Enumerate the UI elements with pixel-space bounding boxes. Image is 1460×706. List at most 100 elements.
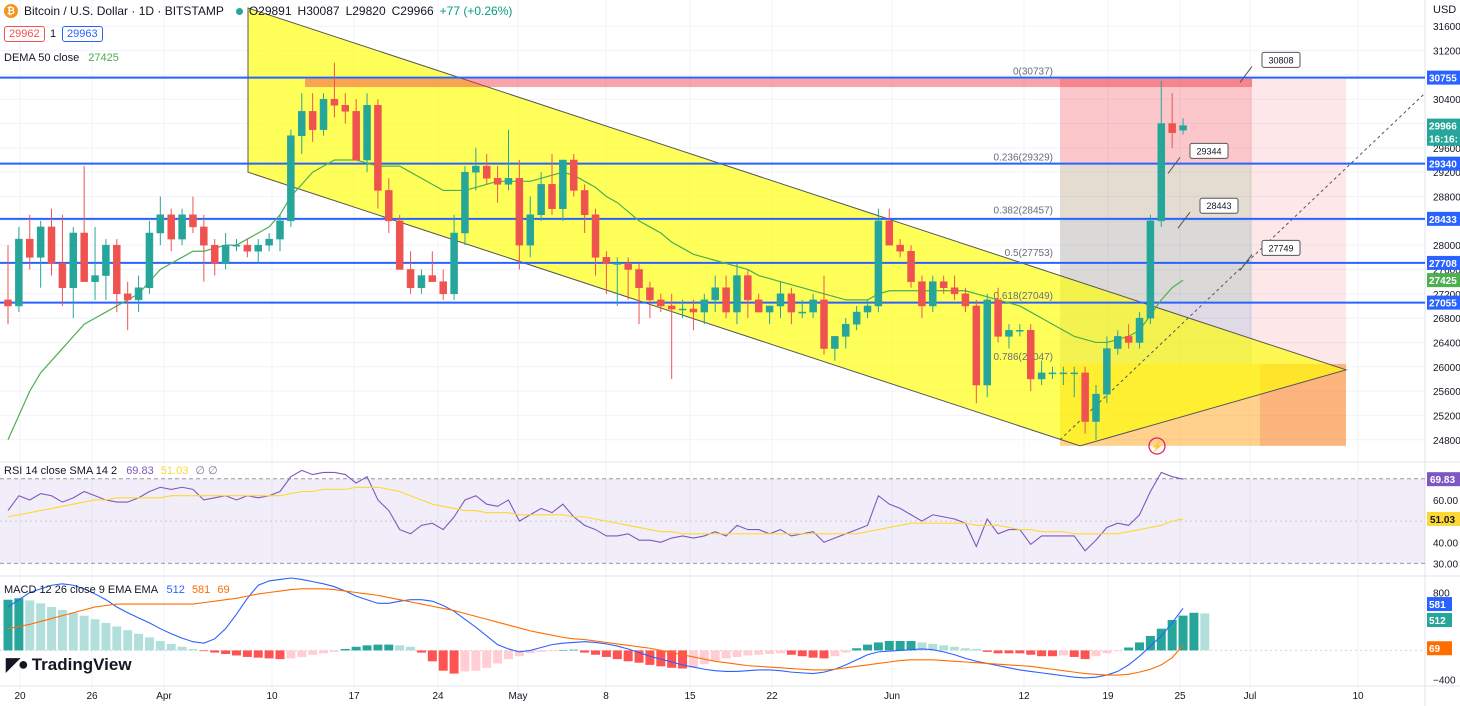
macd-histogram-bar <box>710 650 720 661</box>
candle-body <box>200 226 208 246</box>
macd-histogram-bar <box>25 600 35 651</box>
date-tick-label: May <box>509 691 528 702</box>
candle-body <box>842 323 850 337</box>
macd-legend[interactable]: MACD 12 26 close 9 EMA EMA 512 581 69 <box>4 584 230 596</box>
rsi-ma-legend-value: 51.03 <box>160 465 189 477</box>
candle <box>428 251 437 282</box>
candle <box>1179 118 1187 135</box>
candle <box>298 93 306 154</box>
candle-body <box>319 98 328 130</box>
candle-body <box>646 287 654 301</box>
price-axis-tag <box>1427 273 1460 288</box>
candle-body <box>406 269 415 288</box>
candle-body <box>820 299 828 349</box>
callout-label: 28443 <box>1206 201 1231 211</box>
candle <box>178 208 186 246</box>
macd-histogram-bar <box>199 650 209 652</box>
macd-histogram-bar <box>1069 650 1079 657</box>
candle <box>58 214 67 306</box>
price-axis-tag-label: 29966 <box>1429 122 1457 133</box>
macd-histogram-bar <box>732 650 742 657</box>
candle-body <box>395 220 404 270</box>
macd-histogram-bar <box>134 633 144 651</box>
candle <box>711 275 719 313</box>
macd-histogram-bar <box>819 650 829 659</box>
macd-histogram-bar <box>427 650 437 662</box>
date-tick-label: 12 <box>1018 691 1030 702</box>
macd-histogram-bar <box>14 598 24 651</box>
candle <box>504 129 513 191</box>
macd-histogram-bar <box>438 650 448 671</box>
candle-body <box>232 244 241 247</box>
dema-legend[interactable]: DEMA 50 close 27425 <box>4 52 119 64</box>
macd-histogram-bar <box>928 643 938 651</box>
macd-histogram-bar <box>688 650 698 668</box>
price-axis-tag-label: 16:16: <box>1429 135 1458 146</box>
candle-body <box>493 178 502 185</box>
rsi-axis-tag <box>1427 511 1460 526</box>
candle <box>722 275 730 319</box>
candle <box>787 287 796 325</box>
candle <box>1081 366 1089 434</box>
candle-body <box>428 275 437 282</box>
macd-tick-label: 800 <box>1433 588 1450 599</box>
rsi-label: RSI 14 close SMA 14 2 <box>4 465 118 477</box>
rsi-axis-tag-label: 51.03 <box>1430 515 1455 526</box>
price-tick-label: 29200 <box>1433 168 1460 179</box>
candle <box>102 239 110 300</box>
candle-body <box>482 165 491 179</box>
price-tick-label: 31600 <box>1433 22 1460 33</box>
candle <box>363 93 371 173</box>
callout-box <box>1199 197 1239 214</box>
candle-body <box>385 190 393 222</box>
price-tick-label: 25600 <box>1433 387 1460 398</box>
sell-button[interactable]: 29962 <box>4 26 45 42</box>
macd-axis-tag-label: 69 <box>1429 644 1441 655</box>
candle <box>395 214 404 270</box>
candle <box>91 226 99 300</box>
candle-body <box>1124 336 1133 343</box>
candle <box>776 281 785 319</box>
candle <box>744 269 752 319</box>
callout-pointer <box>1239 254 1253 271</box>
macd-histogram-bar <box>297 650 307 657</box>
price-axis-tag <box>1427 118 1460 133</box>
rsi-legend[interactable]: RSI 14 close SMA 14 2 69.83 51.03 ∅ ∅ <box>4 464 218 477</box>
market-status-icon <box>235 7 243 15</box>
price-axis-tag-label: 27425 <box>1429 276 1457 287</box>
candle <box>929 275 937 313</box>
macd-histogram-bar <box>340 648 350 651</box>
candle-body <box>972 305 981 386</box>
macd-histogram-bar <box>231 650 241 656</box>
candle-body <box>613 263 622 265</box>
price-tick-label: 26800 <box>1433 314 1460 325</box>
candle-body <box>156 214 165 234</box>
currency-label[interactable]: USD <box>1433 4 1457 16</box>
candle <box>461 166 469 246</box>
candle-body <box>1168 123 1176 133</box>
candle <box>874 208 883 313</box>
price-axis-tag <box>1427 211 1460 226</box>
macd-histogram-bar <box>982 650 992 652</box>
buy-button[interactable]: 29963 <box>62 26 103 42</box>
price-axis-tag <box>1427 70 1460 85</box>
macd-histogram-bar <box>482 650 492 668</box>
candle-body <box>461 171 469 234</box>
candle <box>765 305 774 325</box>
macd-histogram-bar <box>612 650 622 660</box>
candle-body <box>1081 372 1089 422</box>
candle-body <box>58 263 67 288</box>
candle-body <box>123 293 132 301</box>
candle <box>559 159 567 221</box>
symbol-title[interactable]: Bitcoin / U.S. Dollar · 1D · BITSTAMP <box>24 4 224 18</box>
candle <box>232 239 241 252</box>
candle <box>319 93 328 136</box>
signal-line <box>7 588 1184 676</box>
candle-body <box>624 263 632 270</box>
price-tick-label: 25200 <box>1433 411 1460 422</box>
candle <box>439 269 447 300</box>
candle <box>210 239 219 276</box>
candle <box>1157 80 1166 227</box>
candle <box>907 245 915 288</box>
